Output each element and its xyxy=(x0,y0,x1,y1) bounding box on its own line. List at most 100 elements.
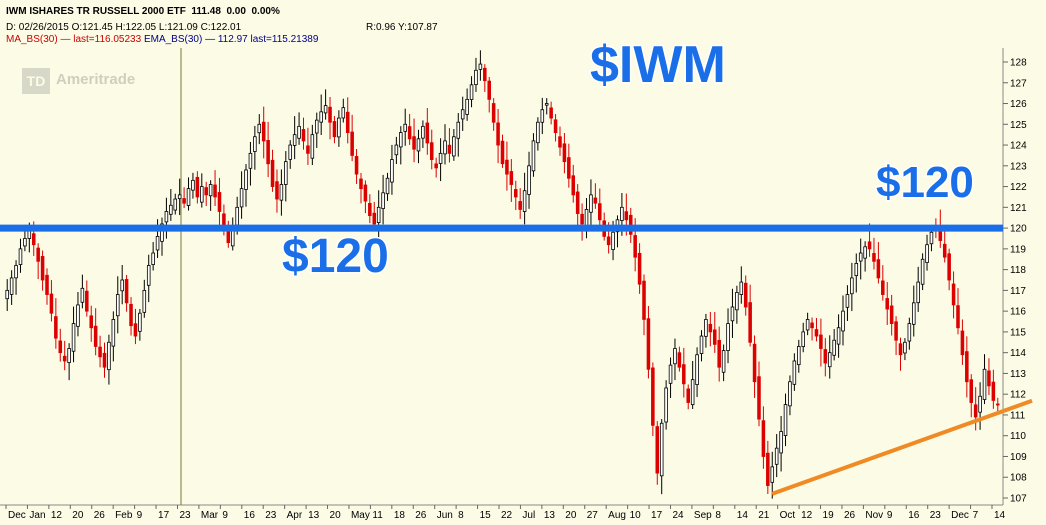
x-tick-label: 23 xyxy=(265,510,277,521)
candle-body xyxy=(717,339,721,368)
candle-body xyxy=(359,178,363,190)
x-tick-label: Oct xyxy=(780,510,796,521)
x-tick-label: 17 xyxy=(158,510,170,521)
y-tick-label: 107 xyxy=(1010,494,1027,505)
candle-body xyxy=(531,140,536,172)
ameritrade-logo-text: Ameritrade xyxy=(56,71,136,88)
candle-body xyxy=(721,350,726,373)
x-tick-label: 15 xyxy=(480,510,492,521)
candle-body xyxy=(655,426,660,474)
candle-body xyxy=(854,262,859,277)
candle-body xyxy=(124,279,129,304)
y-tick-label: 125 xyxy=(1010,120,1027,131)
candle-body xyxy=(483,67,487,82)
candle-body xyxy=(120,279,124,292)
candle-body xyxy=(832,339,836,356)
candle-body xyxy=(819,334,823,349)
candle-body xyxy=(275,181,279,200)
candle-body xyxy=(903,341,907,354)
candle-body xyxy=(916,281,920,304)
candle-body xyxy=(735,292,739,311)
x-tick-label: 9 xyxy=(887,510,893,521)
candle-body xyxy=(637,252,642,285)
candle-body xyxy=(823,349,828,364)
x-tick-label: 26 xyxy=(94,510,106,521)
candle-body xyxy=(991,381,996,401)
y-tick-label: 111 xyxy=(1010,410,1026,421)
candle-body xyxy=(894,321,898,341)
candle-body xyxy=(876,259,881,279)
candle-body xyxy=(536,121,540,144)
candle-body xyxy=(186,188,191,206)
candle-body xyxy=(867,241,872,250)
candle-body xyxy=(177,194,182,200)
candle-body xyxy=(872,253,876,262)
x-tick-label: 20 xyxy=(72,510,84,521)
candle-body xyxy=(611,231,615,250)
candle-body xyxy=(421,125,425,139)
candle-body xyxy=(695,354,699,386)
candle-body xyxy=(708,323,713,333)
candle-body xyxy=(858,252,863,262)
candle-body xyxy=(783,404,788,436)
x-tick-label: 26 xyxy=(844,510,856,521)
candle-body xyxy=(45,274,49,295)
x-tick-label: Dec xyxy=(951,510,969,521)
candle-body xyxy=(774,447,779,465)
candle-body xyxy=(978,395,982,413)
y-tick-label: 128 xyxy=(1010,58,1027,69)
candle-body xyxy=(244,169,248,190)
symbol-title: IWM ISHARES TR RUSSELL 2000 ETF xyxy=(6,6,186,17)
y-tick-label: 126 xyxy=(1010,99,1027,110)
candle-body xyxy=(668,364,673,384)
candle-body xyxy=(814,329,819,337)
candle-body xyxy=(399,132,403,148)
y-tick-label: 108 xyxy=(1010,473,1027,484)
candle-body xyxy=(571,175,576,196)
y-tick-label: 110 xyxy=(1010,431,1026,442)
candle-body xyxy=(314,119,319,134)
candle-body xyxy=(85,290,89,312)
x-tick-label: 7 xyxy=(973,510,979,521)
candle-body xyxy=(558,136,562,148)
candle-body xyxy=(598,203,602,221)
candle-body xyxy=(9,277,14,295)
candle-body xyxy=(827,352,832,368)
candle-body xyxy=(385,177,390,195)
candle-body xyxy=(646,318,651,370)
candle-body xyxy=(779,431,783,454)
candle-body xyxy=(18,248,23,265)
x-tick-label: 13 xyxy=(308,510,320,521)
candle-body xyxy=(403,123,407,132)
candle-body xyxy=(257,123,262,134)
candle-body xyxy=(659,422,664,477)
candle-body xyxy=(969,379,974,403)
candle-body xyxy=(412,136,416,150)
candle-body xyxy=(200,186,204,203)
candle-body xyxy=(390,159,394,183)
x-tick-label: 18 xyxy=(394,510,406,521)
candle-body xyxy=(146,265,151,286)
y-tick-label: 109 xyxy=(1010,452,1027,463)
x-tick-label: 9 xyxy=(137,510,143,521)
candle-body xyxy=(911,302,916,325)
x-tick-label: Jan xyxy=(29,510,45,521)
x-tick-label: Mar xyxy=(201,510,219,521)
candle-body xyxy=(253,136,257,152)
candle-body xyxy=(841,310,845,332)
candle-body xyxy=(474,69,478,86)
candle-body xyxy=(363,184,368,202)
x-tick-label: 27 xyxy=(587,510,599,521)
candle-body xyxy=(739,281,744,295)
ohlc-values: D: 02/26/2015 O:121.45 H:122.05 L:121.09… xyxy=(6,22,242,33)
chart-header-title: IWM ISHARES TR RUSSELL 2000 ETF 111.48 0… xyxy=(6,5,280,18)
x-tick-label: 10 xyxy=(630,510,642,521)
x-tick-label: Dec xyxy=(8,510,26,521)
candle-body xyxy=(345,111,350,133)
candle-body xyxy=(881,280,885,295)
candle-body xyxy=(589,194,593,213)
x-tick-label: 21 xyxy=(758,510,770,521)
candle-body xyxy=(540,109,545,123)
candle-body xyxy=(792,360,797,385)
x-tick-label: 16 xyxy=(244,510,256,521)
